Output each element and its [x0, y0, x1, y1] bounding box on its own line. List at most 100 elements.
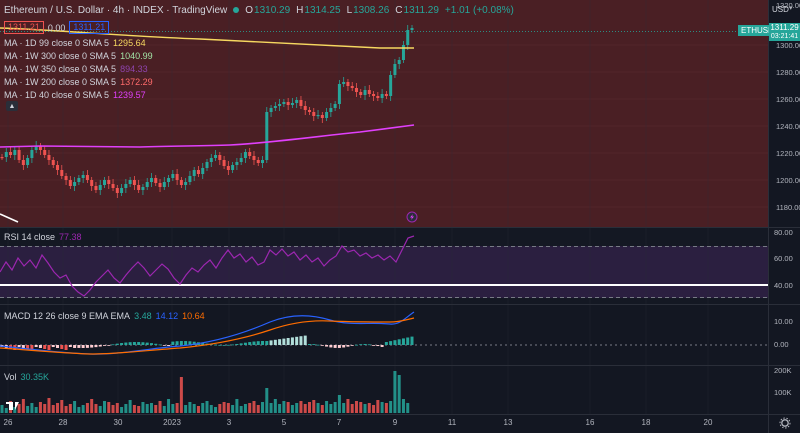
price-tick-label: 1240.00 — [776, 122, 800, 131]
volume-bar — [154, 405, 158, 413]
candle-body — [248, 152, 252, 156]
volume-legend[interactable]: Vol 30.35K — [4, 371, 50, 382]
legend-ma-4[interactable]: MA · 1W 200 close 0 SMA 5 1372.29 — [4, 76, 153, 87]
macd-pane[interactable] — [0, 305, 768, 365]
volume-bar — [320, 405, 324, 413]
macd-histogram-bar — [380, 345, 384, 347]
candle-body — [137, 185, 141, 190]
volume-bar — [158, 401, 162, 413]
sell-button[interactable]: 1311.21 — [4, 21, 44, 34]
macd-histogram-bar — [235, 343, 239, 345]
candle-body — [60, 170, 64, 176]
macd-histogram-bar — [145, 342, 149, 345]
macd-legend[interactable]: MACD 12 26 close 9 EMA EMA 3.48 14.12 10… — [4, 310, 205, 321]
macd-histogram-bar — [290, 337, 294, 345]
candle-body — [273, 106, 277, 108]
time-tick-label: 11 — [448, 418, 457, 427]
macd-histogram-bar — [201, 342, 205, 345]
volume-pane[interactable] — [0, 366, 768, 414]
volume-bar — [286, 402, 290, 413]
volume-bar — [188, 402, 192, 413]
macd-histogram-bar — [111, 344, 115, 346]
volume-bar — [401, 399, 405, 413]
ma-magenta-line — [0, 124, 415, 148]
time-tick-label: 26 — [4, 418, 13, 427]
legend-ma-5[interactable]: MA · 1D 40 close 0 SMA 5 1239.57 — [4, 89, 146, 100]
main-price-pane[interactable] — [0, 0, 768, 227]
rsi-legend[interactable]: RSI 14 close 77.38 — [4, 231, 82, 242]
volume-bar — [30, 403, 34, 413]
volume-bar — [303, 404, 307, 413]
macd-histogram-bar — [26, 345, 30, 349]
volume-bar — [56, 403, 60, 413]
macd-histogram-bar — [21, 345, 25, 348]
settings-gear-icon[interactable] — [779, 417, 791, 429]
volume-bar — [252, 401, 256, 413]
candle-body — [214, 155, 218, 158]
volume-bar — [4, 408, 8, 413]
volume-bar — [376, 400, 380, 413]
buy-button[interactable]: 1311.21 — [69, 21, 110, 34]
candle-body — [239, 158, 243, 162]
macd-histogram-bar — [273, 339, 277, 345]
volume-bar — [350, 404, 354, 413]
candle-body — [235, 162, 239, 165]
volume-bar — [295, 403, 299, 413]
ma-white-line — [0, 213, 19, 223]
collapse-legend-button[interactable]: ▲ — [6, 101, 18, 111]
macd-histogram-bar — [406, 337, 410, 345]
candle-body — [201, 168, 205, 174]
volume-bar — [68, 404, 72, 413]
macd-histogram-bar — [308, 344, 311, 345]
candle-body — [333, 104, 337, 108]
candle-body — [218, 155, 222, 160]
candle-body — [175, 174, 179, 180]
rsi-line — [0, 235, 415, 297]
macd-histogram-bar — [410, 336, 414, 345]
volume-bar — [299, 401, 303, 413]
symbol-title[interactable]: Ethereum / U.S. Dollar · 4h · INDEX · Tr… — [4, 4, 228, 16]
legend-ma-2[interactable]: MA · 1W 300 close 0 SMA 5 1040.99 — [4, 50, 153, 61]
volume-bar — [111, 405, 115, 413]
volume-bar — [141, 402, 145, 413]
candle-body — [406, 30, 410, 45]
symbol-tag: ETHUSD — [738, 25, 777, 36]
price-tick-label: 1220.00 — [776, 149, 800, 158]
volume-bar — [248, 403, 252, 413]
candle-body — [389, 75, 393, 96]
macd-histogram-bar — [81, 345, 85, 348]
volume-bar — [0, 405, 4, 413]
price-axis[interactable] — [768, 0, 800, 433]
candle-body — [205, 162, 209, 168]
volume-bar — [218, 404, 222, 413]
time-axis[interactable] — [0, 414, 768, 433]
macd-histogram-bar — [320, 345, 324, 346]
legend-ma-3[interactable]: MA · 1W 350 close 0 SMA 5 894.33 — [4, 63, 148, 74]
macd-histogram-bar — [226, 344, 230, 346]
candle-body — [342, 82, 346, 84]
volume-bar — [222, 402, 226, 413]
candle-body — [252, 156, 256, 160]
chevron-up-icon: ▲ — [8, 102, 16, 110]
macd-histogram-bar — [184, 341, 188, 345]
candle-body — [325, 112, 329, 118]
volume-bar — [120, 407, 124, 413]
macd-histogram-bar — [188, 341, 192, 345]
legend-ma-1[interactable]: MA · 1D 99 close 0 SMA 5 1295.64 — [4, 37, 146, 48]
volume-bar — [329, 404, 333, 413]
chart-header: Ethereum / U.S. Dollar · 4h · INDEX · Tr… — [4, 3, 514, 17]
currency-label[interactable]: USD — [772, 5, 789, 14]
candle-body — [103, 180, 106, 185]
currency-dropdown-icon[interactable]: ▾ — [789, 5, 793, 12]
volume-bar — [21, 399, 25, 413]
candle-body — [350, 86, 354, 88]
volume-bar — [201, 403, 205, 413]
candle-body — [107, 180, 111, 184]
macd-histogram-bar — [376, 345, 380, 347]
candle-body — [303, 106, 307, 110]
candle-body — [363, 90, 367, 95]
volume-bar — [137, 406, 141, 413]
candle-body — [226, 166, 230, 170]
lightning-icon[interactable] — [406, 211, 418, 223]
